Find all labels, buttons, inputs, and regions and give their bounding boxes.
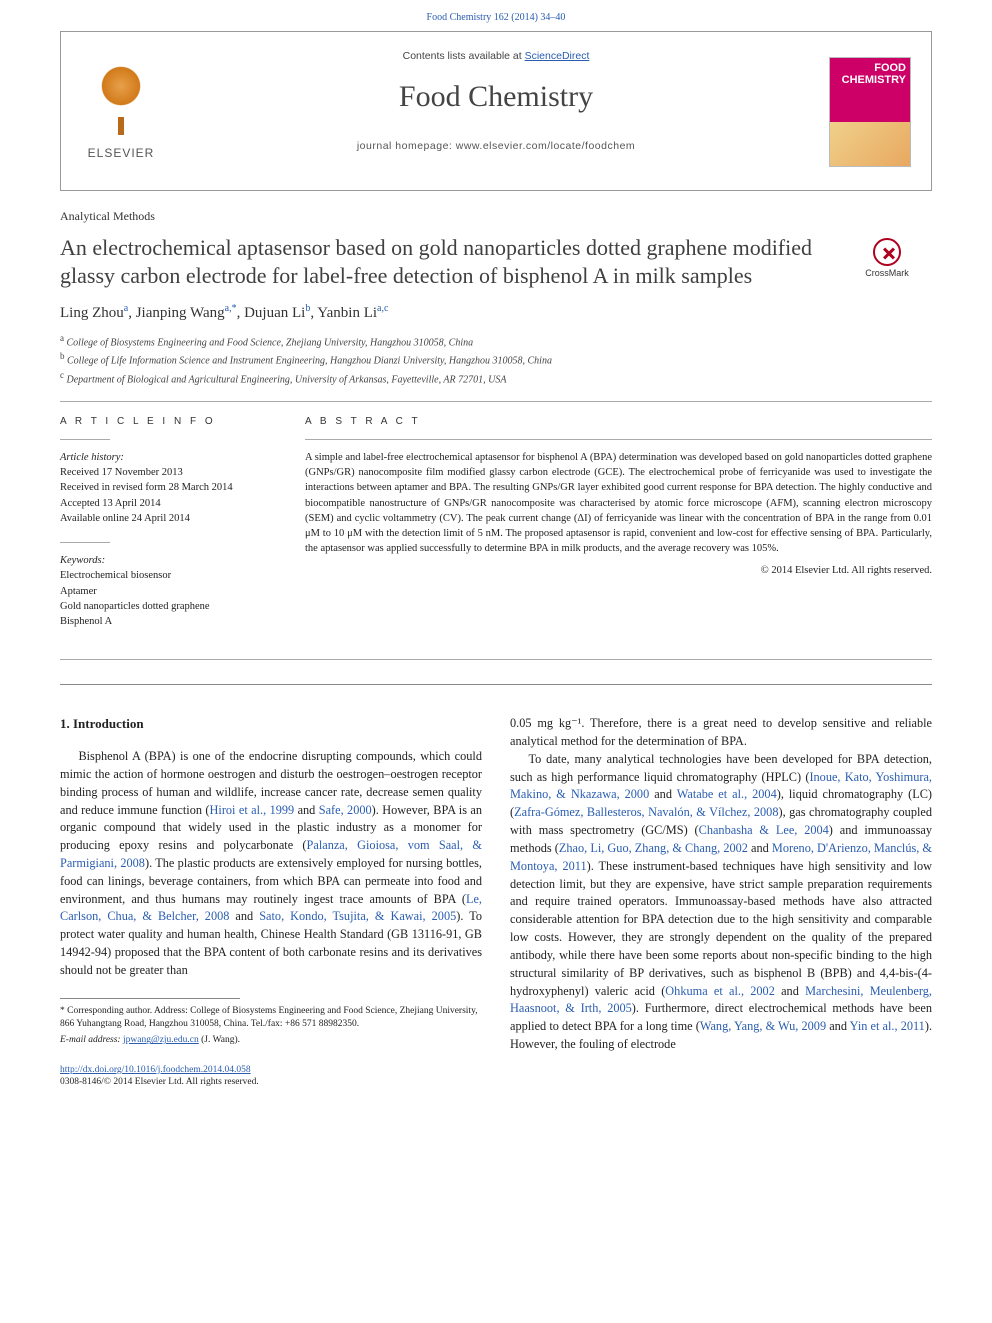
footnote-separator [60,998,240,999]
keyword: Electrochemical biosensor [60,568,275,583]
divider [60,659,932,660]
affiliation-b: College of Life Information Science and … [67,356,552,367]
citation-link[interactable]: Wang, Yang, & Wu, 2009 [700,1019,826,1033]
body-text: and [775,984,805,998]
crossmark-widget[interactable]: CrossMark [842,238,932,278]
body-text: and [748,841,772,855]
article-info-column: A R T I C L E I N F O Article history: R… [60,416,275,645]
cover-image-placeholder [830,122,910,166]
citation-link[interactable]: Watabe et al., 2004 [677,787,777,801]
history-online: Available online 24 April 2014 [60,511,275,526]
keyword: Aptamer [60,584,275,599]
author-4[interactable]: , Yanbin Li [310,305,377,321]
affiliations: a College of Biosystems Engineering and … [60,332,932,387]
keywords-label: Keywords: [60,553,275,568]
citation-link[interactable]: Zafra-Gómez, Ballesteros, Navalón, & Víl… [514,805,778,819]
keyword: Bisphenol A [60,614,275,629]
aff-sup: a,* [225,303,237,314]
abstract-head: A B S T R A C T [305,416,932,427]
abstract-column: A B S T R A C T A simple and label-free … [305,416,932,645]
page-footer: http://dx.doi.org/10.1016/j.foodchem.201… [0,1054,992,1109]
abstract-copyright: © 2014 Elsevier Ltd. All rights reserved… [305,565,932,576]
body-paragraph: To date, many analytical technologies ha… [510,751,932,1054]
email-who: (J. Wang). [199,1035,240,1045]
homepage-url[interactable]: www.elsevier.com/locate/foodchem [456,140,635,152]
footnotes: * Corresponding author. Address: College… [60,1005,482,1048]
citation-link[interactable]: Yin et al., 2011 [850,1019,925,1033]
issn-copyright: 0308-8146/© 2014 Elsevier Ltd. All right… [60,1077,259,1087]
keyword: Gold nanoparticles dotted graphene [60,599,275,614]
divider [60,542,110,543]
body-paragraph: Bisphenol A (BPA) is one of the endocrin… [60,748,482,980]
contents-list-line: Contents lists available at ScienceDirec… [211,50,781,62]
cover-brand-l2: CHEMISTRY [842,74,906,86]
elsevier-logo[interactable]: ELSEVIER [81,62,161,160]
history-revised: Received in revised form 28 March 2014 [60,480,275,495]
cover-brand-l1: FOOD [874,62,906,74]
journal-header-box: ELSEVIER Contents lists available at Sci… [60,31,932,191]
journal-cover-thumbnail[interactable]: FOOD CHEMISTRY [829,57,911,167]
history-accepted: Accepted 13 April 2014 [60,496,275,511]
elsevier-tree-icon [91,62,151,122]
keywords-block: Keywords: Electrochemical biosensor Apta… [60,553,275,629]
history-label: Article history: [60,450,275,465]
journal-name: Food Chemistry [211,80,781,114]
elsevier-label: ELSEVIER [81,146,161,160]
contents-prefix: Contents lists available at [403,50,525,62]
affiliation-a: College of Biosystems Engineering and Fo… [67,337,474,348]
body-text: and [229,909,259,923]
homepage-prefix: journal homepage: [357,140,456,152]
journal-header-center: Contents lists available at ScienceDirec… [211,50,781,152]
body-two-column: 1. Introduction Bisphenol A (BPA) is one… [60,715,932,1054]
citation-link[interactable]: Zhao, Li, Guo, Zhang, & Chang, 2002 [559,841,748,855]
body-text: and [649,787,677,801]
author-2[interactable]: , Jianping Wang [128,305,224,321]
article-history: Article history: Received 17 November 20… [60,450,275,526]
author-list: Ling Zhoua, Jianping Wanga,*, Dujuan Lib… [60,303,932,322]
cover-brand: FOOD CHEMISTRY [830,58,910,122]
citation-link[interactable]: Safe, 2000 [319,803,372,817]
divider [60,684,932,685]
aff-sup: a,c [377,303,388,314]
citation-link[interactable]: Ohkuma et al., 2002 [665,984,775,998]
article-type: Analytical Methods [60,209,932,224]
affiliation-c: Department of Biological and Agricultura… [67,374,507,385]
doi-link[interactable]: http://dx.doi.org/10.1016/j.foodchem.201… [60,1065,251,1075]
divider [60,439,110,440]
body-text: and [826,1019,850,1033]
abstract-text: A simple and label-free electrochemical … [305,450,932,557]
crossmark-label: CrossMark [842,268,932,278]
author-email-link[interactable]: jpwang@zju.edu.cn [123,1035,199,1045]
section-heading-introduction: 1. Introduction [60,715,482,734]
article-info-head: A R T I C L E I N F O [60,416,275,427]
author-1[interactable]: Ling Zhou [60,305,124,321]
body-paragraph: 0.05 mg kg⁻¹. Therefore, there is a grea… [510,715,932,751]
citation-link[interactable]: Sato, Kondo, Tsujita, & Kawai, 2005 [259,909,456,923]
divider [60,401,932,402]
divider [305,439,932,440]
crossmark-icon [873,238,901,266]
journal-homepage-line: journal homepage: www.elsevier.com/locat… [211,140,781,152]
body-text: ). These instrument-based techniques hav… [510,859,932,998]
author-3[interactable]: , Dujuan Li [237,305,306,321]
article-title: An electrochemical aptasensor based on g… [60,234,822,289]
citation-link[interactable]: Hiroi et al., 1999 [210,803,295,817]
page-header-citation: Food Chemistry 162 (2014) 34–40 [0,0,992,31]
body-text: and [294,803,319,817]
citation-link[interactable]: Chanbasha & Lee, 2004 [699,823,829,837]
history-received: Received 17 November 2013 [60,465,275,480]
sciencedirect-link[interactable]: ScienceDirect [525,50,590,62]
email-label: E-mail address: [60,1035,121,1045]
corresponding-author-note: * Corresponding author. Address: College… [60,1005,482,1032]
